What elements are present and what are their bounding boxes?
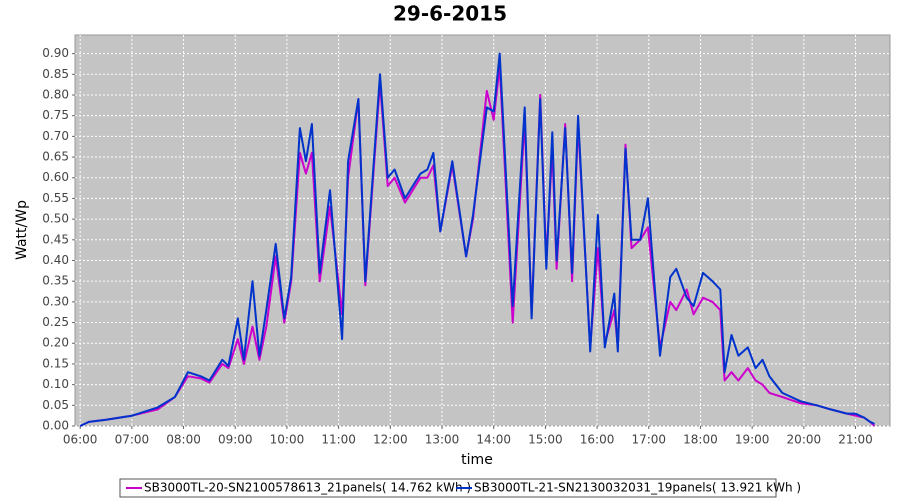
- series-line: [79, 65, 876, 427]
- x-tick-label: 07:00: [115, 433, 150, 447]
- chart-title: 29-6-2015: [393, 2, 507, 26]
- y-tick-label: 0.35: [42, 274, 69, 288]
- x-tick-label: 11:00: [321, 433, 356, 447]
- y-tick-label: 0.40: [42, 253, 69, 267]
- x-tick-label: 09:00: [218, 433, 253, 447]
- y-tick-label: 0.25: [42, 315, 69, 329]
- y-tick-label: 0.15: [42, 356, 69, 370]
- y-tick-label: 0.90: [42, 46, 69, 60]
- y-tick-label: 0.60: [42, 170, 69, 184]
- y-tick-label: 0.50: [42, 212, 69, 226]
- x-tick-label: 12:00: [373, 433, 408, 447]
- legend-label: SB3000TL-21-SN2130032031_19panels( 13.92…: [474, 481, 801, 495]
- x-tick-label: 13:00: [425, 433, 460, 447]
- y-tick-label: 0.30: [42, 294, 69, 308]
- y-tick-label: 0.80: [42, 87, 69, 101]
- x-axis-label: time: [461, 452, 493, 468]
- y-axis-label: Watt/Wp: [14, 200, 30, 260]
- y-tick-label: 0.45: [42, 232, 69, 246]
- y-tick-label: 0.65: [42, 150, 69, 164]
- x-tick-label: 16:00: [580, 433, 615, 447]
- x-tick-label: 18:00: [683, 433, 718, 447]
- y-tick-label: 0.75: [42, 108, 69, 122]
- x-tick-label: 10:00: [270, 433, 305, 447]
- series-line: [79, 52, 875, 427]
- y-tick-label: 0.20: [42, 336, 69, 350]
- y-tick-label: 0.70: [42, 129, 69, 143]
- y-tick-label: 0.00: [42, 419, 69, 433]
- x-tick-label: 14:00: [476, 433, 511, 447]
- plot-area: [74, 34, 891, 427]
- y-tick-label: 0.55: [42, 191, 69, 205]
- legend-label: SB3000TL-20-SN2100578613_21panels( 14.76…: [144, 481, 471, 495]
- x-tick-label: 19:00: [735, 433, 770, 447]
- x-tick-label: 17:00: [631, 433, 666, 447]
- x-tick-label: 08:00: [166, 433, 201, 447]
- x-tick-label: 06:00: [63, 433, 98, 447]
- y-tick-label: 0.85: [42, 67, 69, 81]
- x-tick-label: 15:00: [528, 433, 563, 447]
- x-tick-label: 20:00: [787, 433, 822, 447]
- y-tick-label: 0.05: [42, 398, 69, 412]
- legend: [119, 478, 777, 498]
- x-tick-label: 21:00: [838, 433, 873, 447]
- y-tick-label: 0.10: [42, 377, 69, 391]
